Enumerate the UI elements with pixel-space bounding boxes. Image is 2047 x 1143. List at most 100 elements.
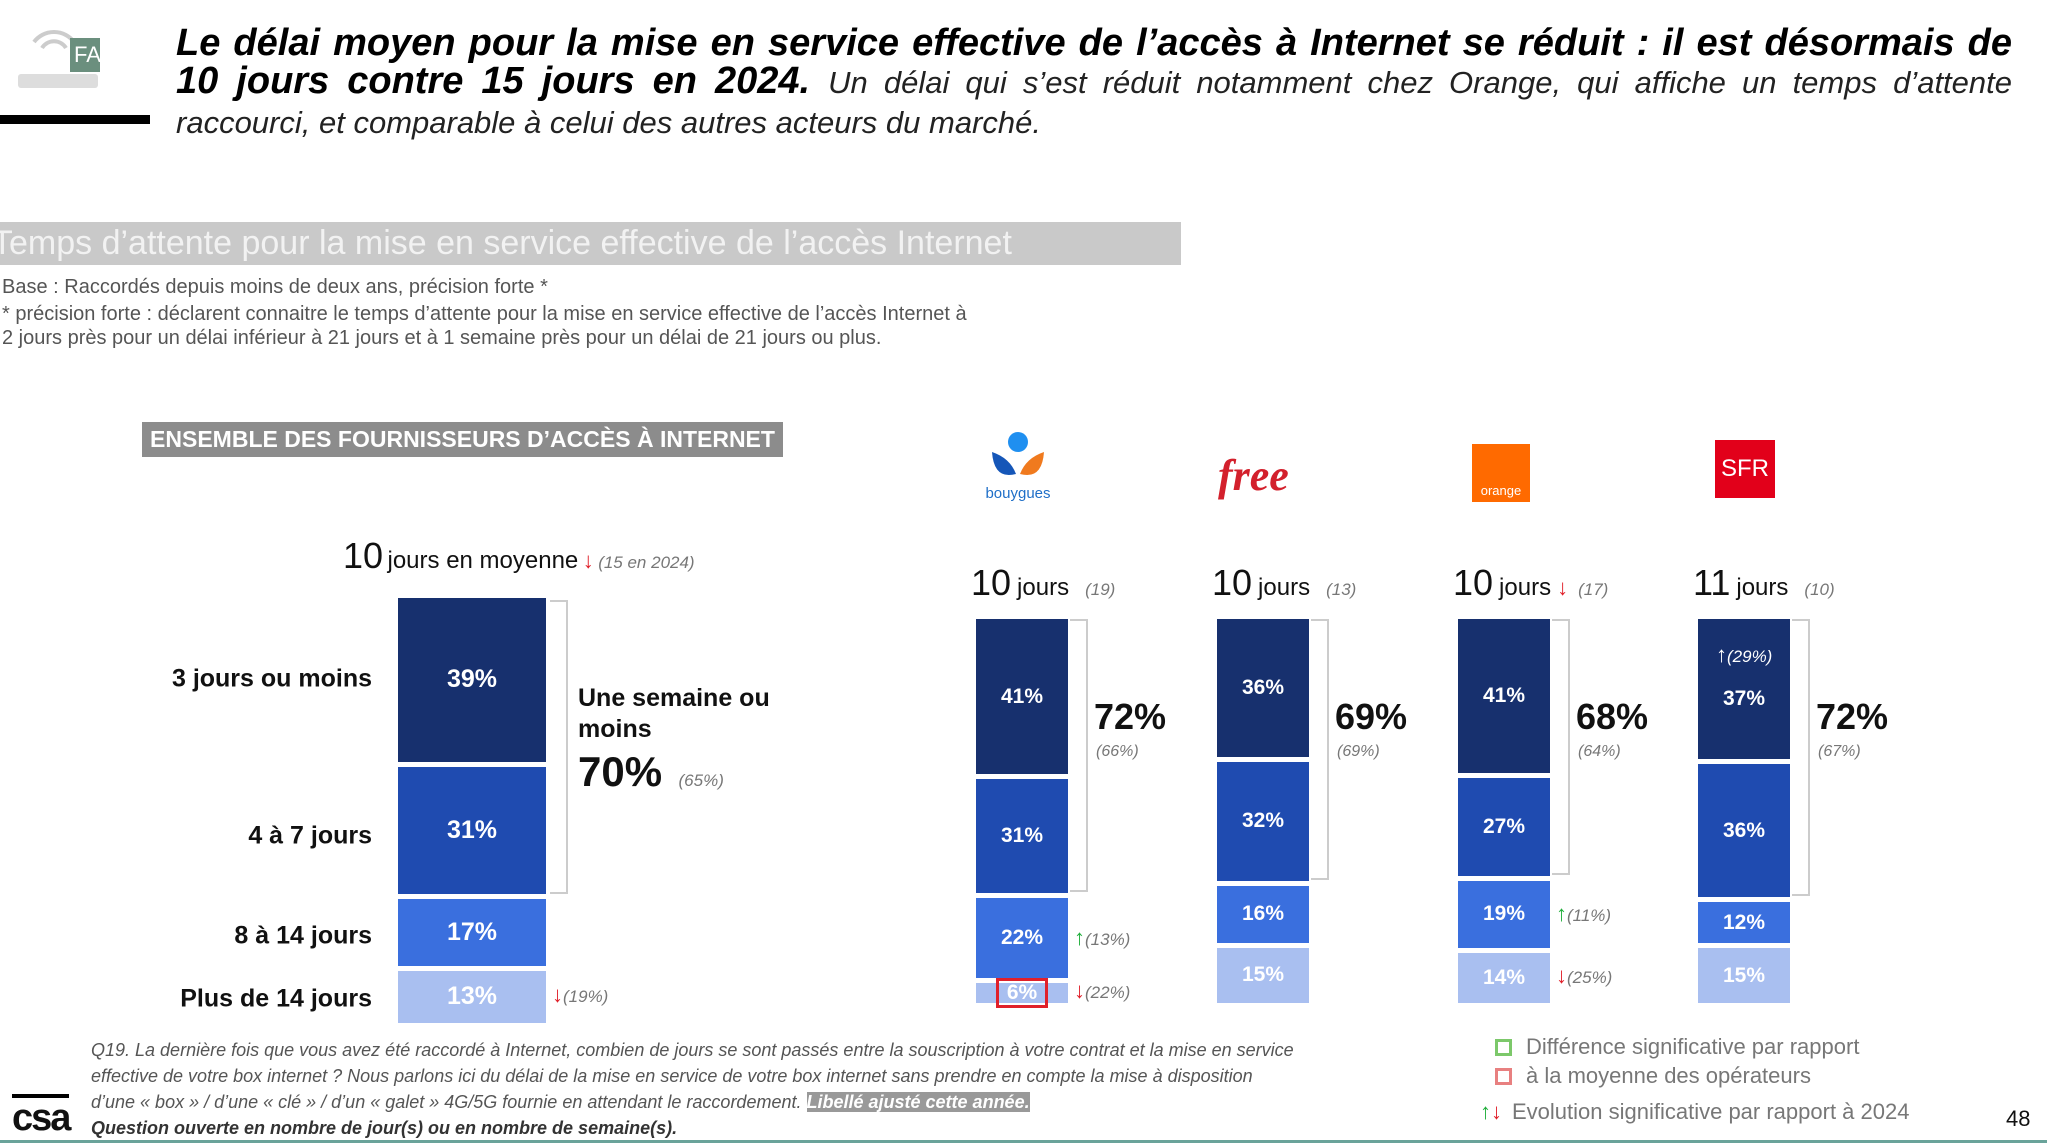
previous-value: (22%)	[1085, 983, 1131, 1003]
segment-label: 31%	[1000, 824, 1044, 848]
bracket	[550, 600, 568, 894]
overall-header: ENSEMBLE DES FOURNISSEURS D’ACCÈS À INTE…	[142, 422, 783, 457]
overall-bracket-value: 70% (65%)	[578, 748, 724, 796]
bar-segment: 6%	[976, 977, 1068, 1008]
bar-segment: 31%	[976, 779, 1068, 894]
legend-evolution: ↑↓ Evolution significative par rapport à …	[1480, 1099, 1909, 1125]
operator-prev: (17)	[1578, 580, 1609, 599]
arrow-down-icon: ↓	[582, 548, 594, 573]
operator-bracket-prev: (69%)	[1337, 743, 1380, 760]
bar-segment: 15%	[1217, 947, 1309, 1003]
operator-bracket-prev: (67%)	[1818, 743, 1861, 760]
segment-label: 22%	[1000, 926, 1044, 950]
fai-logo-text: FAI	[74, 42, 108, 67]
segment-annotation: ↓(19%)	[552, 982, 608, 1008]
segment-label: 36%	[1722, 818, 1766, 842]
title-bold: Le délai moyen pour la mise en service e…	[176, 22, 2012, 102]
bar-segment: 36%	[1217, 619, 1309, 757]
segment-annotation: ↓(22%)	[1074, 978, 1130, 1004]
previous-value: (13%)	[1085, 929, 1131, 949]
overall-days-label: jours en moyenne	[387, 547, 579, 574]
overall-prev: (15 en 2024)	[598, 553, 695, 572]
segment-label: 41%	[1482, 683, 1526, 707]
bar-segment: 13%	[398, 970, 546, 1023]
wifi-router-icon	[18, 30, 100, 88]
precision-note-2: 2 jours près pour un délai inférieur à 2…	[2, 327, 882, 349]
operator-average: 10 jours (19)	[971, 562, 1115, 604]
legend-text: Différence significative par rapport	[1526, 1034, 1860, 1059]
segment-annotation: ↓(25%)	[1556, 963, 1612, 989]
segment-label: 15%	[1722, 963, 1766, 987]
arrow-down-icon: ↓	[1491, 1099, 1502, 1124]
operator-days: 11	[1693, 562, 1731, 603]
bouygues-logo-text: bouygues	[985, 485, 1051, 502]
bar-segment: 41%	[1458, 619, 1550, 773]
arrow-up-icon: ↑	[1716, 641, 1727, 667]
bar-segment: 19%	[1458, 880, 1550, 948]
question-text-2: effective de votre box internet ? Nous p…	[91, 1066, 1253, 1086]
legend-significant-diff: Différence significative par rapport	[1495, 1034, 1859, 1060]
overall-days: 10	[343, 535, 384, 576]
red-square-icon	[1495, 1068, 1512, 1085]
bracket-pct: 70%	[578, 748, 663, 795]
segment-annotation: ↑(13%)	[1074, 925, 1130, 951]
operator-bracket-prev: (64%)	[1578, 743, 1621, 760]
segment-label: 32%	[1241, 809, 1285, 833]
base-note: Base : Raccordés depuis moins de deux an…	[2, 276, 548, 298]
csa-logo: csa	[12, 1094, 71, 1138]
bar-segment: 14%	[1458, 952, 1550, 1003]
label-adjusted-note: Libellé ajusté cette année.	[806, 1092, 1030, 1112]
operator-days: 10	[1453, 562, 1494, 603]
segment-label: 19%	[1482, 902, 1526, 926]
operator-days: 10	[971, 562, 1012, 603]
bar-segment: 22%	[976, 898, 1068, 978]
row-label: 3 jours ou moins	[171, 664, 372, 693]
question-type-note: Question ouverte en nombre de jour(s) ou…	[91, 1118, 678, 1138]
operator-bracket-pct: 69%	[1335, 696, 1408, 737]
bar-segment: 37%	[1698, 619, 1790, 760]
arrow-up-icon: ↑	[1480, 1099, 1491, 1124]
page-title: Le délai moyen pour la mise en service e…	[176, 24, 2012, 142]
operator-days: 10	[1212, 562, 1253, 603]
fai-logo: FAI	[14, 12, 108, 92]
legend-vs-average: à la moyenne des opérateurs	[1495, 1063, 1811, 1089]
operator-days-label: jours	[1499, 574, 1552, 601]
previous-value: (11%)	[1567, 905, 1612, 925]
bar-segment: 31%	[398, 766, 546, 894]
operator-days-label: jours	[1258, 574, 1311, 601]
segment-annotation: ↑(11%)	[1556, 901, 1611, 927]
segment-label: 41%	[1000, 684, 1044, 708]
bar-segment: 36%	[1698, 764, 1790, 898]
bracket-label: Une semaine ou moins	[578, 684, 770, 743]
bottom-rule	[0, 1140, 2047, 1143]
arrow-down-icon: ↓	[1556, 963, 1567, 989]
divider	[0, 115, 150, 124]
arrow-up-icon: ↑	[1556, 900, 1567, 926]
bracket	[1070, 619, 1088, 893]
segment-label: 37%	[1722, 687, 1766, 711]
question-text-1: Q19. La dernière fois que vous avez été …	[91, 1040, 1294, 1060]
page-number: 48	[2006, 1106, 2031, 1131]
section-title: Temps d’attente pour la mise en service …	[0, 222, 1181, 265]
operator-prev: (19)	[1085, 580, 1116, 599]
bar-segment: 16%	[1217, 885, 1309, 943]
question-text-3a: d’une « box » / d’une « clé » / d’un « g…	[91, 1092, 802, 1112]
operator-average: 10 jours ↓ (17)	[1453, 562, 1608, 604]
legend-text: Evolution significative par rapport à 20…	[1512, 1099, 1910, 1124]
operator-bracket-pct: 72%	[1816, 696, 1889, 737]
operator-bracket-pct: 68%	[1576, 696, 1649, 737]
segment-label: 36%	[1241, 675, 1285, 699]
segment-label: 14%	[1482, 965, 1526, 989]
operator-prev: (13)	[1326, 580, 1357, 599]
segment-label: 12%	[1722, 910, 1766, 934]
free-logo: free	[1218, 451, 1289, 500]
segment-label: 16%	[1241, 902, 1285, 926]
segment-annotation: ↑(29%)	[1716, 642, 1772, 668]
operator-average: 10 jours (13)	[1212, 562, 1356, 604]
precision-note-1: * précision forte : déclarent connaitre …	[2, 303, 967, 325]
previous-value: (29%)	[1727, 646, 1773, 666]
operator-bracket-pct: 72%	[1094, 696, 1167, 737]
arrow-up-icon: ↑	[1074, 924, 1085, 950]
green-square-icon	[1495, 1039, 1512, 1056]
operator-days-label: jours	[1736, 574, 1789, 601]
